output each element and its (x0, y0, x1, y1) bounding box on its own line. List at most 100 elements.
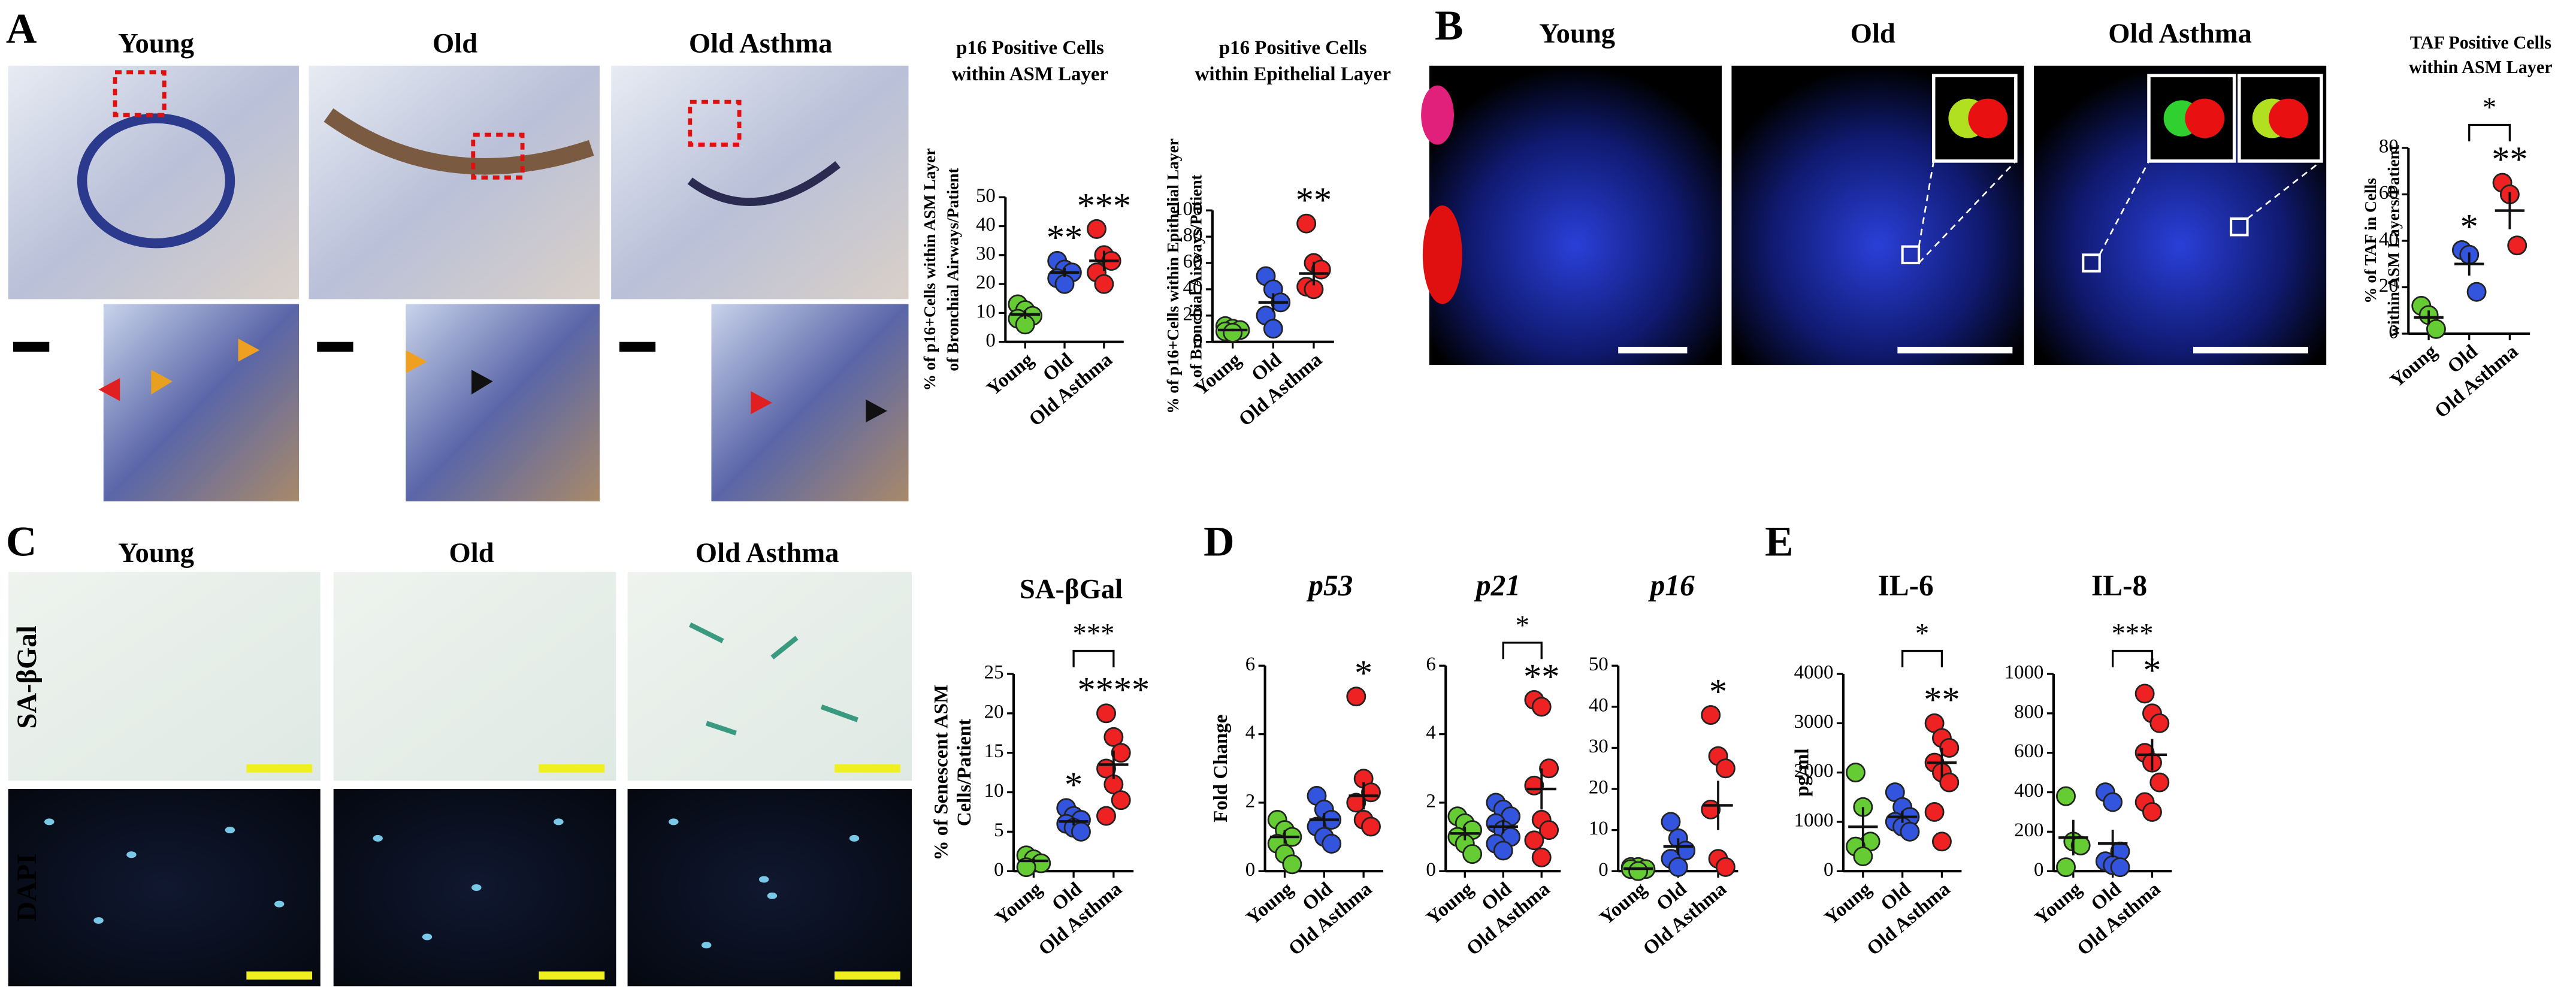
data-point (2056, 857, 2076, 878)
significance-bracket (2112, 649, 2154, 667)
data-point (1668, 857, 1688, 877)
x-tick-label: Young (1242, 878, 1298, 930)
y-axis-label: Fold Change (1210, 715, 1232, 822)
y-tick-label: 0 (994, 859, 1003, 881)
chart-title: IL-8 (2091, 569, 2147, 602)
y-tick-label: 1000 (2004, 662, 2044, 684)
y-tick-label: 50 (976, 185, 996, 207)
y-tick-label: 10 (1589, 818, 1609, 839)
significance-label: ** (1047, 217, 1083, 258)
data-point (2507, 235, 2527, 256)
data-point (1296, 213, 1317, 234)
data-point (1531, 847, 1552, 867)
panel-letter: B (1435, 2, 1464, 49)
significance-label: * (1709, 672, 1727, 712)
y-tick-label: 2 (1426, 790, 1435, 812)
y-tick-label: 4 (1426, 722, 1435, 743)
data-point (1900, 821, 1920, 842)
data-point (1715, 758, 1736, 779)
data-point (1096, 703, 1116, 724)
data-point (2149, 772, 2170, 793)
data-point (1282, 854, 1302, 875)
y-axis-label: of Bronchial Airways/Patient (1187, 174, 1205, 377)
y-tick-label: 6 (1245, 654, 1255, 675)
data-point (1493, 840, 1513, 861)
data-point (1111, 790, 1131, 811)
data-point (1462, 844, 1483, 864)
data-point (1111, 743, 1131, 763)
y-tick-label: 40 (1183, 277, 1203, 298)
column-label: Old Asthma (689, 28, 833, 59)
y-tick-label: 50 (1589, 654, 1609, 675)
data-point (1524, 830, 1544, 851)
y-tick-label: 10 (984, 780, 1004, 802)
x-tick-label: Young (2386, 340, 2441, 392)
y-axis-label: of Bronchial Airways/Patient (944, 167, 962, 371)
y-axis-label: % of TAF in Cells (2362, 178, 2380, 304)
data-point (1539, 758, 1559, 779)
y-tick-label: 40 (976, 214, 996, 235)
row-label: DAPI (11, 854, 43, 922)
y-tick-label: 0 (985, 329, 995, 351)
data-point (2103, 792, 2123, 812)
bracket-label: * (1915, 618, 1929, 649)
panel-letter: A (6, 5, 37, 52)
bracket-label: * (2483, 92, 2496, 123)
data-point (1939, 737, 1960, 758)
y-tick-label: 4 (1245, 722, 1255, 743)
data-point (1853, 846, 1873, 867)
data-point (1223, 322, 1243, 343)
dot-plot: p16 Positive Cells within Epithelial Laye… (1164, 37, 1391, 431)
panel-letter: D (1204, 518, 1234, 565)
y-tick-label: 100 (1173, 198, 1202, 220)
data-point (1054, 274, 1075, 294)
y-tick-label: 10 (976, 301, 996, 322)
column-label: Old (449, 537, 494, 568)
chart-title: SA-βGal (1020, 573, 1123, 604)
data-point (1361, 816, 1381, 837)
y-tick-label: 2 (1245, 790, 1255, 812)
x-tick-label: Young (1596, 878, 1651, 930)
dot-plot: SA-βGal % of Senescent ASM Cells/Patient 0 5… (931, 573, 1150, 960)
data-point (1094, 274, 1114, 294)
y-tick-label: 20 (2379, 275, 2399, 297)
data-point (2142, 802, 2162, 822)
data-point (1103, 727, 1124, 747)
data-point (2110, 857, 2130, 878)
significance-label: * (1065, 765, 1083, 805)
bracket-label: * (1516, 610, 1529, 641)
data-point (1924, 802, 1945, 822)
significance-bracket (2468, 123, 2511, 141)
column-label: Young (118, 537, 194, 568)
y-tick-label: 6 (1426, 654, 1435, 675)
dot-plot: TAF Positive Cells within ASM Layer % of T… (2362, 32, 2552, 422)
chart-title: within Epithelial Layer (1195, 63, 1391, 85)
row-label: SA-βGal (11, 625, 43, 728)
data-point (2426, 319, 2446, 339)
y-tick-label: 0 (1598, 859, 1608, 881)
y-tick-label: 80 (2379, 135, 2399, 157)
chart-title: within ASM Layer (2409, 57, 2553, 77)
significance-bracket (1901, 649, 1943, 667)
y-tick-label: 0 (1193, 329, 1202, 351)
column-label: Young (1539, 18, 1615, 49)
y-tick-label: 5 (994, 819, 1003, 841)
y-axis-label: within ASM Layers/Patient (2385, 144, 2403, 337)
data-point (1715, 857, 1736, 877)
significance-label: ** (2492, 140, 2527, 180)
data-point (1661, 812, 1681, 832)
significance-label: *** (1077, 186, 1131, 226)
chart-title: within ASM Layer (952, 63, 1108, 85)
significance-bracket (1072, 649, 1115, 667)
y-tick-label: 15 (984, 740, 1004, 762)
significance-label: ** (1924, 680, 1960, 720)
y-tick-label: 2000 (1794, 760, 1834, 782)
y-tick-label: 20 (1183, 303, 1203, 325)
y-tick-label: 400 (2014, 780, 2043, 802)
y-tick-label: 0 (1824, 859, 1833, 881)
y-tick-label: 40 (1589, 694, 1609, 716)
